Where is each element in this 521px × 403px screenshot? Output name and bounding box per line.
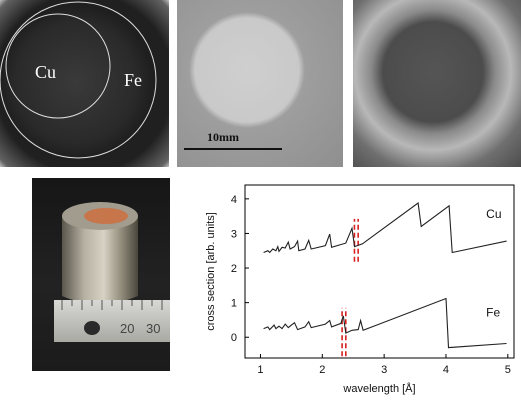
y-axis-label: cross section [arb. units] [205, 212, 217, 331]
ruler-ticks [61, 300, 163, 310]
radiograph-dark-center [353, 0, 521, 167]
series-labels: Cu Fe [486, 207, 501, 320]
series-line-cu [263, 202, 507, 254]
cu-label: Cu [35, 62, 57, 82]
y-tick-label: 0 [231, 332, 237, 344]
outline-overlay [0, 1, 157, 159]
x-axis-label: wavelength [Å] [342, 382, 415, 395]
cross-section-plot: 1 2 3 4 5 0 1 2 3 4 Cu Fe wavelength [Å] cross sec… [205, 184, 515, 395]
y-tick-label: 1 [231, 298, 237, 310]
series-label-cu: Cu [486, 207, 501, 221]
x-tick-label: 2 [319, 364, 325, 376]
x-tick-label: 5 [505, 364, 511, 376]
ruler [54, 300, 170, 342]
copper-core [84, 208, 128, 224]
x-tick-label: 3 [381, 364, 387, 376]
scale-bar [184, 148, 282, 150]
plot-frame [244, 184, 515, 359]
inner-circle-cu [5, 13, 111, 119]
outer-circle-fe [0, 1, 157, 159]
sample-photograph: 20 30 [32, 178, 170, 371]
series-line-fe [263, 297, 507, 349]
detector-vignette [0, 0, 169, 167]
radiograph-bright-center: 10mm [177, 0, 343, 167]
edge-markers [341, 218, 359, 357]
scale-bar-label: 10mm [207, 130, 239, 144]
axis-ticks: 1 2 3 4 5 0 1 2 3 4 [231, 194, 511, 376]
sample-drawing: 20 30 [54, 202, 170, 342]
x-tick-label: 4 [443, 364, 449, 376]
steel-cylinder [62, 216, 138, 304]
ruler-number-20: 20 [120, 321, 134, 336]
neutron-image-cu-fe: Cu Fe [0, 0, 169, 167]
ruler-number-30: 30 [146, 321, 160, 336]
fe-label: Fe [124, 70, 142, 90]
y-tick-label: 2 [231, 263, 237, 275]
series-lines [263, 202, 507, 349]
y-tick-label: 3 [231, 228, 237, 240]
x-tick-label: 1 [257, 364, 263, 376]
series-label-fe: Fe [486, 305, 500, 319]
ruler-stain [84, 321, 100, 335]
y-tick-label: 4 [231, 194, 237, 206]
